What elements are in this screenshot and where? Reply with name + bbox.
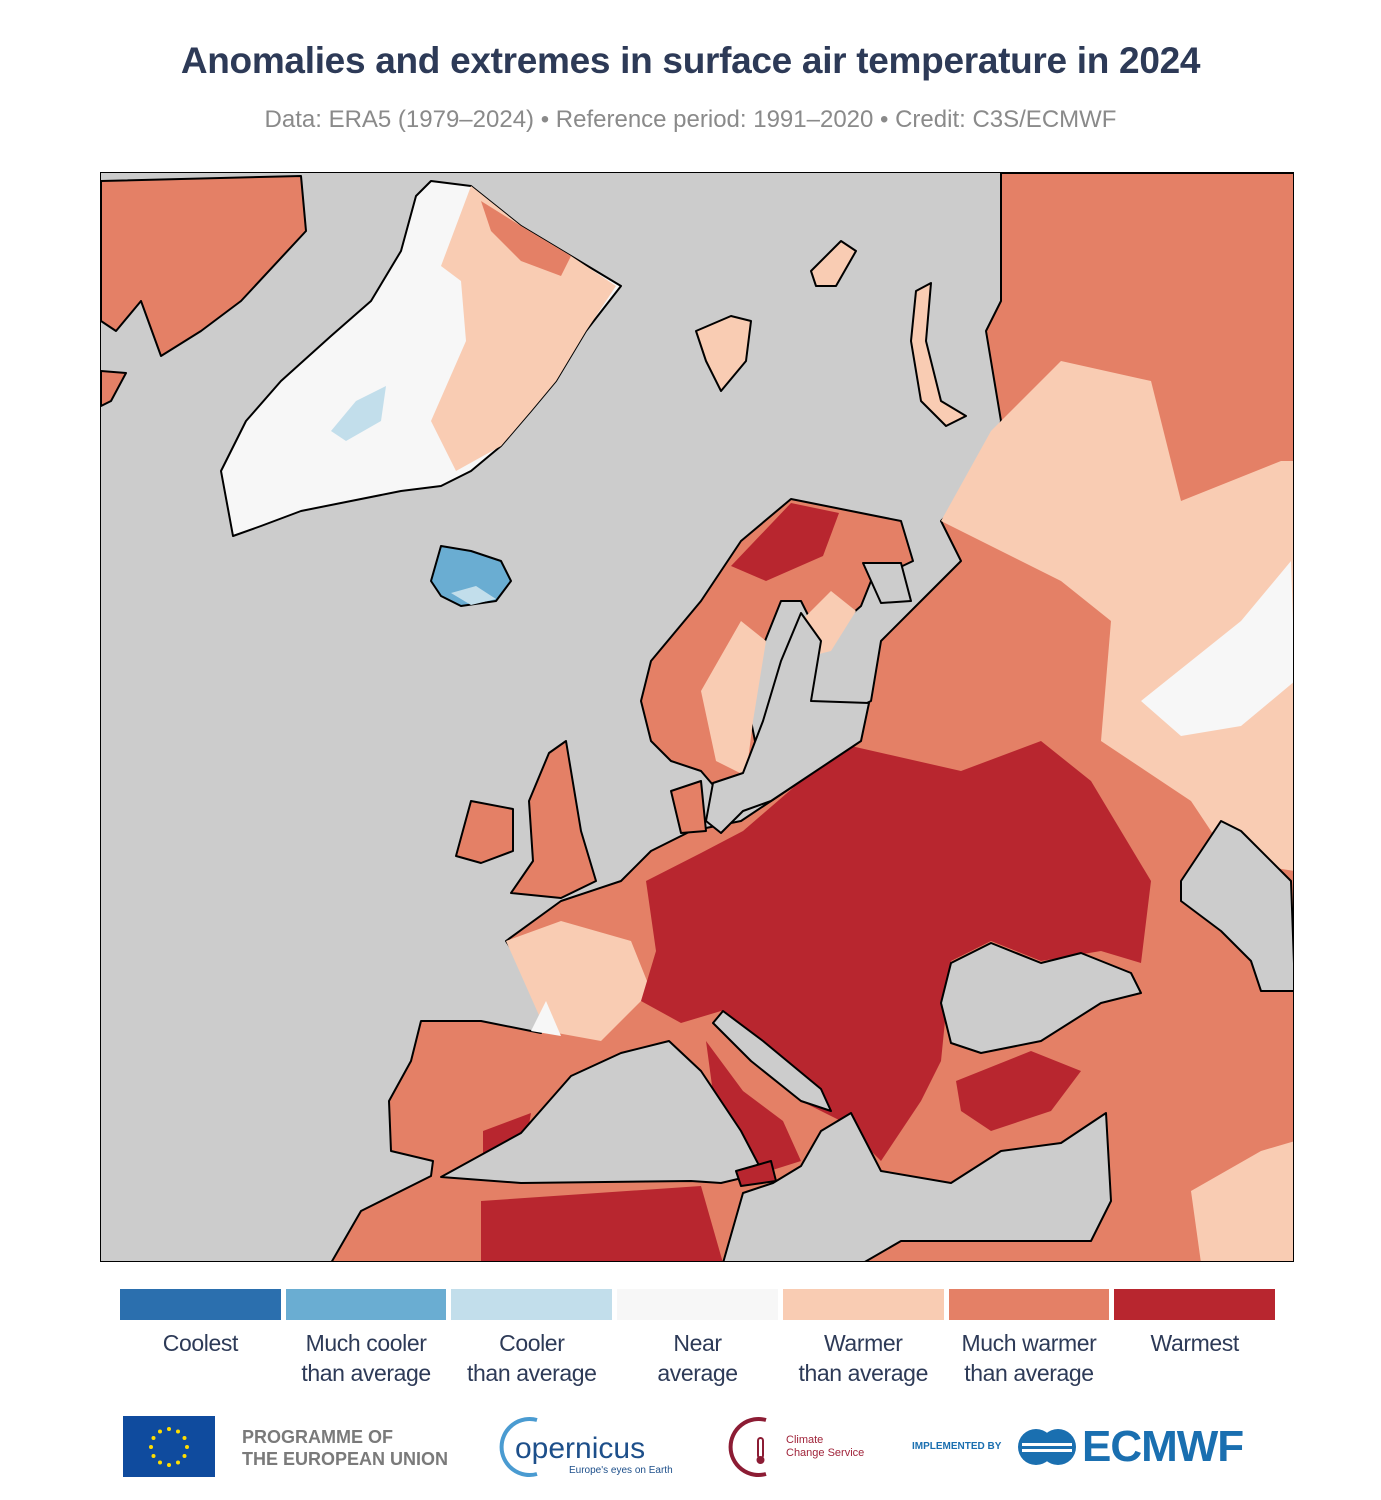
- map-svg: [101, 173, 1293, 1261]
- legend-swatch: [451, 1289, 613, 1320]
- legend-swatch: [782, 1289, 944, 1320]
- footer-logos: PROGRAMME OF THE EUROPEAN UNION opernicus…: [0, 1416, 1381, 1478]
- anomaly-greenland-much-warmer: [481, 201, 571, 276]
- sea-white-sea: [862, 562, 912, 604]
- legend: Coolest Much cooler than average Cooler th…: [120, 1289, 1276, 1388]
- temperature-anomaly-map: [100, 172, 1294, 1262]
- legend-item-cooler: Cooler than average: [451, 1289, 613, 1388]
- anomaly-middle-east-warmer: [1191, 1141, 1293, 1261]
- eu-programme-text: PROGRAMME OF THE EUROPEAN UNION: [242, 1427, 449, 1469]
- anomaly-lapland-warmest: [731, 503, 839, 581]
- copernicus-wordmark: opernicus: [515, 1432, 646, 1465]
- legend-label: Warmer than average: [798, 1330, 928, 1386]
- region-novaya-zemlya: [910, 282, 967, 427]
- legend-label: Near average: [657, 1330, 738, 1386]
- region-ireland: [455, 800, 514, 864]
- legend-item-much-cooler: Much cooler than average: [285, 1289, 447, 1388]
- legend-item-warmer: Warmer than average: [782, 1289, 944, 1388]
- anomaly-italy-warmest: [706, 1041, 801, 1173]
- copernicus-logo: opernicus Europe's eyes on Earth: [497, 1416, 677, 1478]
- sea-eastern-mediterranean: [722, 1112, 1112, 1261]
- region-great-britain: [510, 740, 597, 899]
- legend-swatch: [617, 1289, 778, 1320]
- anomaly-russia-warmer: [941, 361, 1293, 871]
- legend-label: Warmest: [1150, 1330, 1239, 1356]
- legend-item-near-average: Near average: [617, 1289, 778, 1388]
- region-franz-josef: [810, 240, 857, 287]
- region-canadian-arctic: [101, 175, 307, 357]
- anomaly-iceland-cooler: [451, 586, 496, 605]
- implemented-by-label: IMPLEMENTED BY: [912, 1441, 1002, 1452]
- anomaly-france-near-average: [531, 1001, 561, 1036]
- region-baffin: [101, 370, 127, 407]
- c3s-text: Climate Change Service: [786, 1434, 865, 1459]
- page-subtitle: Data: ERA5 (1979–2024) • Reference perio…: [264, 106, 1117, 133]
- anomaly-greenland-cooler: [331, 386, 386, 441]
- anomaly-russia-near-average: [1141, 561, 1293, 736]
- legend-item-coolest: Coolest: [120, 1289, 281, 1388]
- eu-flag-logo: [123, 1416, 215, 1477]
- legend-label: Much cooler than average: [301, 1330, 431, 1386]
- legend-swatch: [948, 1289, 1110, 1320]
- legend-swatch: [1114, 1289, 1276, 1320]
- legend-label: Coolest: [162, 1330, 239, 1356]
- region-svalbard: [695, 315, 752, 392]
- legend-swatch: [120, 1289, 281, 1320]
- page-title: Anomalies and extremes in surface air te…: [180, 40, 1201, 81]
- ecmwf-logo: ECMWF: [1016, 1424, 1266, 1470]
- anomaly-turkey-warmest: [956, 1051, 1081, 1131]
- anomaly-north-africa-warmest: [481, 1186, 723, 1261]
- legend-item-warmest: Warmest: [1114, 1289, 1276, 1388]
- sea-western-mediterranean: [440, 1040, 764, 1184]
- sea-black-sea: [940, 942, 1142, 1054]
- anomaly-central-europe-warmest: [641, 741, 1151, 1161]
- region-iceland: [430, 545, 512, 607]
- sea-baltic: [705, 612, 870, 834]
- c3s-logo: Climate Change Service: [722, 1416, 882, 1478]
- sea-caspian: [1180, 820, 1293, 992]
- copernicus-tagline: Europe's eyes on Earth: [569, 1465, 673, 1476]
- anomaly-sweden-warmer: [701, 621, 766, 776]
- legend-swatch: [285, 1289, 447, 1320]
- sea-adriatic: [712, 1010, 832, 1112]
- legend-item-much-warmer: Much warmer than average: [948, 1289, 1110, 1388]
- ecmwf-wordmark: ECMWF: [1082, 1422, 1244, 1471]
- legend-label: Much warmer than average: [961, 1330, 1097, 1386]
- legend-label: Cooler than average: [467, 1330, 597, 1386]
- sea-sicily-gap: [735, 1160, 777, 1187]
- region-denmark: [670, 780, 707, 834]
